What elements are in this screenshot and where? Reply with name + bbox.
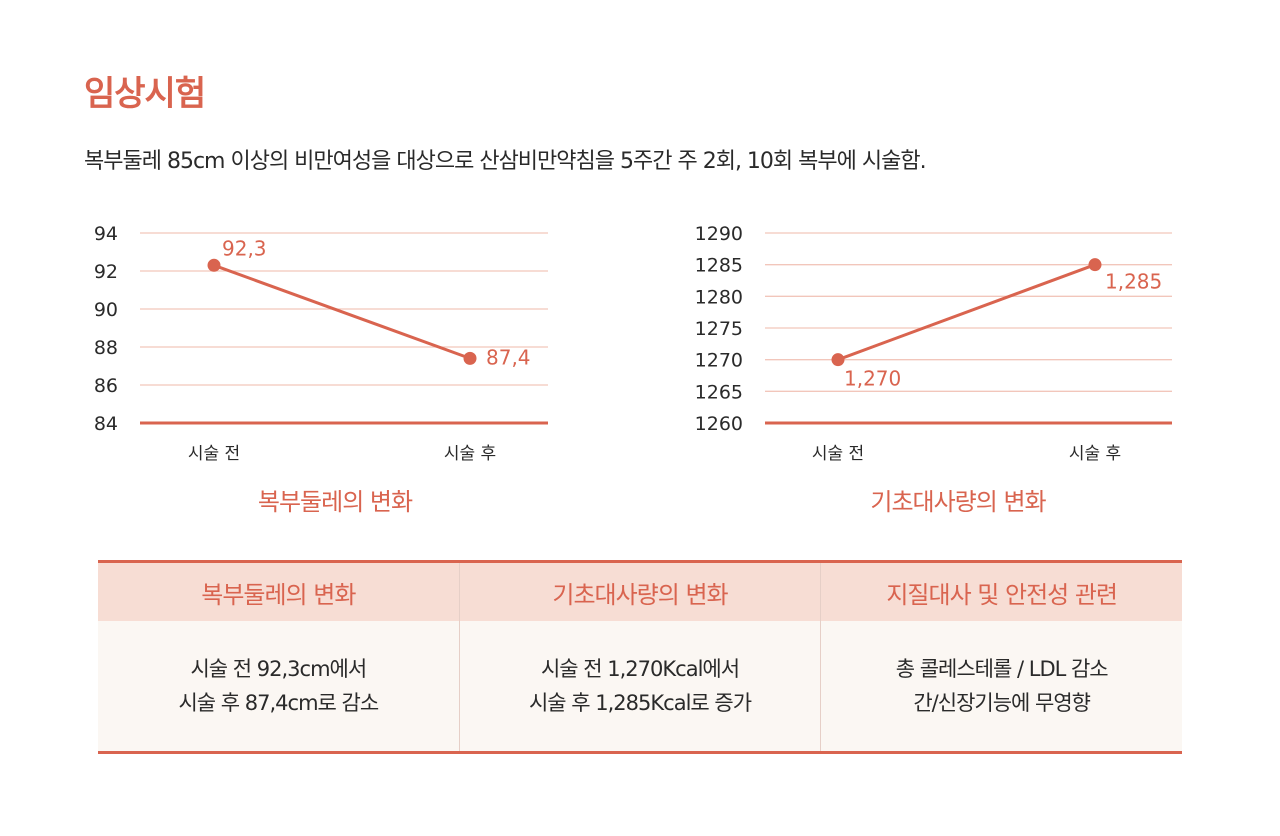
summary-column-lipid: 지질대사 및 안전성 관련 총 콜레스테롤 / LDL 감소 간/신장기능에 무… [821, 563, 1183, 751]
summary-line: 시술 후 87,4cm로 감소 [178, 691, 379, 715]
data-point [831, 353, 845, 367]
y-tick-label: 1280 [695, 286, 743, 308]
waist-line-chart: 84 86 88 90 92 94 92,3 시술 전 87,4 시술 후 [94, 223, 548, 464]
bmr-line-chart: 1260 1265 1270 1275 1280 1285 1290 1,270 시술 전 1,2… [695, 223, 1172, 464]
summary-body: 총 콜레스테롤 / LDL 감소 간/신장기능에 무영향 [821, 621, 1182, 751]
series-line [213, 263, 471, 360]
data-point [207, 258, 221, 272]
y-tick-label: 92 [94, 261, 118, 283]
y-tick-label: 1265 [695, 381, 743, 403]
chart-caption-bmr: 기초대사량의 변화 [870, 488, 1046, 516]
y-tick-label: 1275 [695, 318, 743, 340]
x-tick-label: 시술 전 [188, 444, 240, 464]
summary-body: 시술 전 1,270Kcal에서 시술 후 1,285Kcal로 증가 [460, 621, 821, 751]
x-tick-label: 시술 전 [812, 444, 864, 464]
y-tick-label: 88 [94, 337, 118, 359]
data-label: 92,3 [222, 236, 267, 260]
data-point [463, 351, 477, 365]
summary-line: 시술 후 1,285Kcal로 증가 [528, 691, 752, 715]
summary-line: 시술 전 92,3cm에서 [190, 657, 367, 681]
summary-column-waist: 복부둘레의 변화 시술 전 92,3cm에서 시술 후 87,4cm로 감소 [98, 563, 460, 751]
y-tick-label: 1285 [695, 255, 743, 277]
summary-heading: 기초대사량의 변화 [459, 563, 821, 621]
study-description: 복부둘레 85cm 이상의 비만여성을 대상으로 산삼비만약침을 5주간 주 2… [84, 149, 927, 174]
summary-heading: 복부둘레의 변화 [98, 563, 459, 621]
summary-line: 총 콜레스테롤 / LDL 감소 [895, 657, 1109, 681]
summary-body: 시술 전 92,3cm에서 시술 후 87,4cm로 감소 [98, 621, 459, 751]
data-label: 1,270 [844, 367, 901, 391]
y-tick-label: 94 [94, 223, 118, 245]
summary-column-bmr: 기초대사량의 변화 시술 전 1,270Kcal에서 시술 후 1,285Kca… [459, 563, 822, 751]
y-tick-label: 86 [94, 375, 118, 397]
x-tick-label: 시술 후 [1069, 444, 1121, 464]
series-line [837, 263, 1096, 362]
y-tick-label: 1290 [695, 223, 743, 245]
y-tick-label: 1270 [695, 350, 743, 372]
summary-line: 간/신장기능에 무영향 [913, 691, 1091, 715]
y-tick-label: 1260 [695, 413, 743, 435]
page-title: 임상시험 [84, 74, 206, 114]
summary-line: 시술 전 1,270Kcal에서 [540, 657, 740, 681]
y-tick-label: 84 [94, 413, 118, 435]
y-tick-label: 90 [94, 299, 118, 321]
chart-caption-waist: 복부둘레의 변화 [257, 488, 413, 516]
summary-table: 복부둘레의 변화 시술 전 92,3cm에서 시술 후 87,4cm로 감소 기… [98, 560, 1183, 754]
data-label: 87,4 [486, 345, 531, 369]
summary-heading: 지질대사 및 안전성 관련 [821, 563, 1183, 621]
data-point [1088, 258, 1102, 272]
x-tick-label: 시술 후 [444, 444, 496, 464]
data-label: 1,285 [1105, 270, 1162, 294]
